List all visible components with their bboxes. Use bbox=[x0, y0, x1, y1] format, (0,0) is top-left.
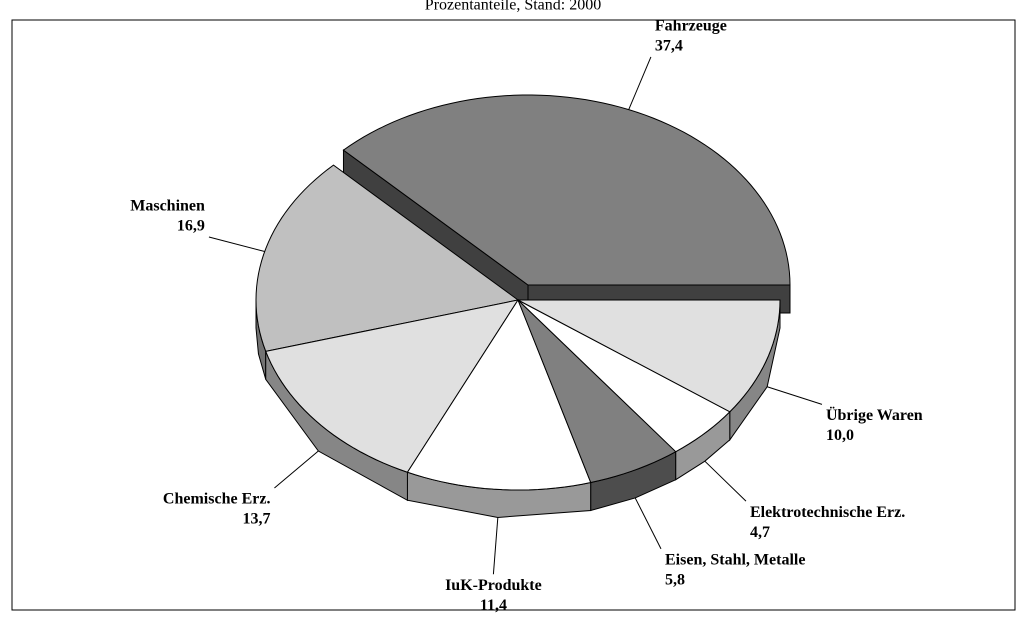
slice-label: Eisen, Stahl, Metalle bbox=[665, 552, 805, 569]
leader-line bbox=[634, 497, 662, 550]
slice bbox=[406, 298, 592, 491]
slice-value: 16,9 bbox=[177, 218, 205, 235]
leader-line bbox=[274, 450, 319, 489]
slice-value: 5,8 bbox=[665, 572, 685, 589]
slice-label: Elektrotechnische Erz. bbox=[750, 504, 905, 521]
leader-line bbox=[704, 460, 747, 502]
slice-label: Chemische Erz. bbox=[163, 491, 271, 508]
slice bbox=[517, 299, 781, 413]
slice bbox=[342, 94, 791, 286]
slice bbox=[255, 164, 520, 352]
slice-value: 13,7 bbox=[242, 511, 270, 528]
leader-line bbox=[492, 517, 499, 575]
slice-value: 4,7 bbox=[750, 524, 770, 541]
slice bbox=[265, 299, 520, 473]
slice-label: Übrige Waren bbox=[826, 406, 923, 424]
slice-label: Maschinen bbox=[130, 198, 205, 215]
leader-line bbox=[766, 386, 823, 405]
slice-value: 10,0 bbox=[826, 427, 854, 444]
slice-value: 37,4 bbox=[655, 38, 683, 55]
slice-label: Fahrzeuge bbox=[655, 18, 727, 35]
slice bbox=[517, 299, 677, 484]
slice bbox=[517, 299, 731, 453]
slice-label: IuK-Produkte bbox=[445, 577, 542, 594]
leader-line bbox=[208, 236, 265, 253]
leader-line bbox=[628, 56, 652, 110]
chart-subtitle: Prozentanteile, Stand: 2000 bbox=[425, 0, 601, 14]
slice-value: 11,4 bbox=[480, 597, 507, 614]
